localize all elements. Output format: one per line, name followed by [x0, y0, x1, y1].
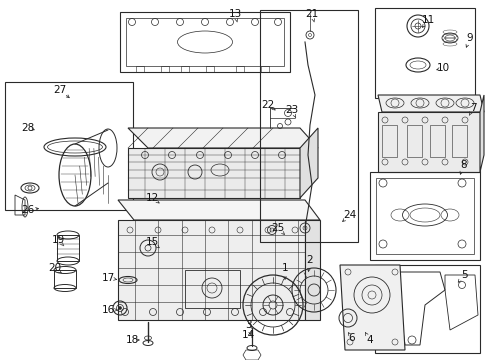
Bar [261, 66, 269, 72]
Text: 15: 15 [146, 237, 159, 247]
Text: 14: 14 [242, 330, 255, 340]
Text: 1: 1 [282, 263, 288, 273]
Polygon shape [378, 112, 480, 172]
Text: 5: 5 [461, 270, 467, 280]
Bar [54, 270, 76, 288]
Text: 8: 8 [461, 160, 467, 170]
Text: 7: 7 [470, 103, 476, 113]
Polygon shape [128, 148, 300, 198]
Bar [370, 172, 480, 260]
Bar [206, 66, 214, 72]
Bar [236, 66, 244, 72]
Text: 16: 16 [101, 305, 115, 315]
Polygon shape [480, 95, 484, 172]
Bar [452, 125, 467, 157]
Text: 2: 2 [307, 255, 313, 265]
Text: 28: 28 [22, 123, 35, 133]
Text: 19: 19 [51, 235, 65, 245]
Bar [57, 235, 79, 261]
Circle shape [119, 306, 122, 310]
Polygon shape [118, 200, 320, 220]
Text: 9: 9 [466, 33, 473, 43]
Text: 26: 26 [22, 205, 35, 215]
Bar [260, 10, 358, 242]
Bar [407, 125, 422, 157]
Text: 21: 21 [305, 9, 318, 19]
Text: 4: 4 [367, 335, 373, 345]
Text: 27: 27 [53, 85, 67, 95]
Text: 10: 10 [437, 63, 449, 73]
Bar [161, 66, 169, 72]
Polygon shape [300, 128, 318, 198]
Text: 6: 6 [349, 333, 355, 343]
Text: 11: 11 [421, 15, 435, 25]
Text: 13: 13 [228, 9, 242, 19]
Bar [5, 82, 133, 210]
Polygon shape [340, 265, 405, 350]
Bar [375, 265, 480, 353]
Polygon shape [128, 128, 318, 148]
Text: 25: 25 [271, 223, 285, 233]
Text: 23: 23 [285, 105, 298, 115]
Bar [376, 178, 474, 254]
Polygon shape [378, 95, 484, 112]
Text: 18: 18 [125, 335, 139, 345]
Bar [136, 66, 144, 72]
Bar [185, 270, 240, 308]
Text: 22: 22 [261, 100, 274, 110]
Text: 20: 20 [49, 263, 62, 273]
Bar [382, 125, 397, 157]
Polygon shape [305, 220, 320, 320]
Text: 17: 17 [101, 273, 115, 283]
Bar [181, 66, 189, 72]
Bar [375, 8, 475, 98]
Text: 12: 12 [146, 193, 159, 203]
Polygon shape [118, 220, 305, 320]
Text: 3: 3 [245, 320, 251, 330]
Bar [430, 125, 445, 157]
Text: 24: 24 [343, 210, 357, 220]
